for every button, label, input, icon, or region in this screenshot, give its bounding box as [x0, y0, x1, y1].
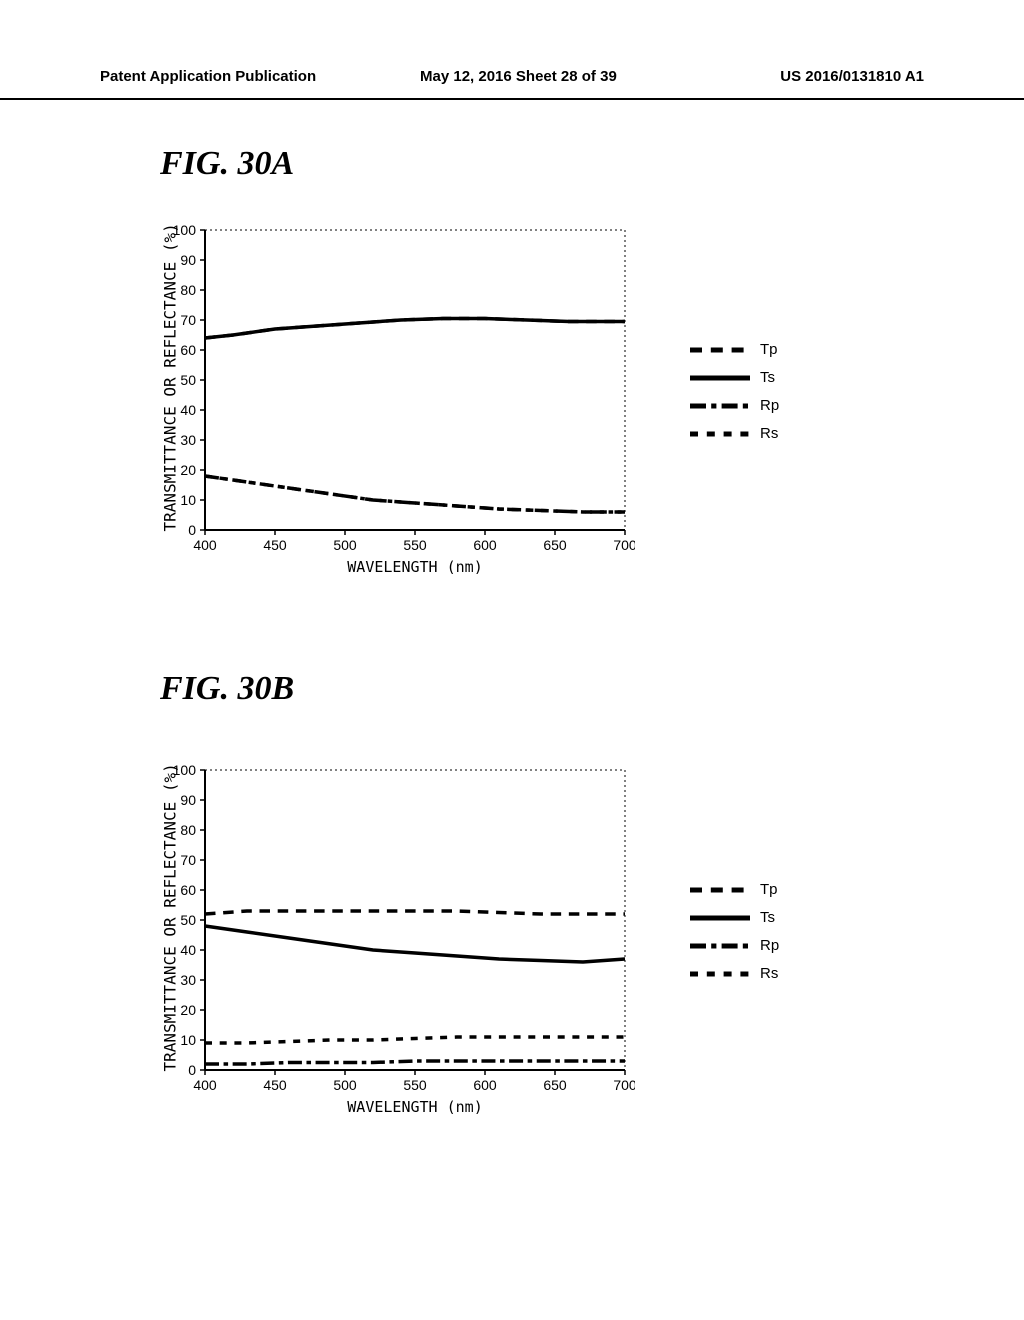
y-tick-label: 50 [180, 372, 196, 388]
x-tick-label: 600 [473, 1077, 497, 1093]
y-tick-label: 50 [180, 912, 196, 928]
legend-swatch-Tp [690, 885, 750, 893]
legend-swatch-Rp [690, 941, 750, 949]
legend-swatch-Tp [690, 345, 750, 353]
x-tick-label: 400 [193, 537, 217, 553]
y-tick-label: 80 [180, 282, 196, 298]
legend-swatch-Rs [690, 429, 750, 437]
x-tick-label: 400 [193, 1077, 217, 1093]
y-tick-label: 30 [180, 432, 196, 448]
header-publication-number: US 2016/0131810 A1 [780, 68, 924, 85]
header-publication-type: Patent Application Publication [100, 68, 316, 85]
x-axis-label: WAVELENGTH (nm) [347, 558, 482, 576]
legend-item-Rs: Rs [690, 964, 779, 982]
y-tick-label: 0 [188, 1062, 196, 1078]
legend-label-Tp: Tp [760, 881, 778, 898]
x-tick-label: 650 [543, 537, 567, 553]
x-tick-label: 550 [403, 537, 427, 553]
page-header: Patent Application Publication May 12, 2… [0, 68, 1024, 100]
figure-label-30a: FIG. 30A [160, 145, 294, 183]
y-tick-label: 70 [180, 852, 196, 868]
y-axis-label: TRANSMITTANCE OR REFLECTANCE (%) [161, 772, 180, 1072]
y-tick-label: 30 [180, 972, 196, 988]
chart-svg: 0102030405060708090100400450500550600650… [150, 220, 635, 585]
x-tick-label: 600 [473, 537, 497, 553]
x-tick-label: 450 [263, 1077, 287, 1093]
y-tick-label: 10 [180, 1032, 196, 1048]
legend-label-Rp: Rp [760, 397, 779, 414]
y-axis-label: TRANSMITTANCE OR REFLECTANCE (%) [161, 232, 180, 532]
legend-30b: Tp Ts Rp Rs [690, 880, 779, 992]
legend-item-Tp: Tp [690, 340, 779, 358]
y-tick-label: 40 [180, 402, 196, 418]
legend-item-Ts: Ts [690, 908, 779, 926]
chart-30b: 0102030405060708090100400450500550600650… [150, 760, 635, 1125]
legend-label-Rp: Rp [760, 937, 779, 954]
y-tick-label: 10 [180, 492, 196, 508]
legend-item-Tp: Tp [690, 880, 779, 898]
legend-swatch-Rp [690, 401, 750, 409]
legend-30a: Tp Ts Rp Rs [690, 340, 779, 452]
y-tick-label: 90 [180, 792, 196, 808]
x-axis-label: WAVELENGTH (nm) [347, 1098, 482, 1116]
y-tick-label: 20 [180, 1002, 196, 1018]
x-tick-label: 700 [613, 1077, 635, 1093]
y-tick-label: 60 [180, 342, 196, 358]
legend-item-Rp: Rp [690, 396, 779, 414]
header-date-sheet: May 12, 2016 Sheet 28 of 39 [420, 68, 617, 85]
legend-item-Rp: Rp [690, 936, 779, 954]
legend-swatch-Ts [690, 373, 750, 381]
x-tick-label: 450 [263, 537, 287, 553]
legend-swatch-Ts [690, 913, 750, 921]
y-tick-label: 0 [188, 522, 196, 538]
x-tick-label: 650 [543, 1077, 567, 1093]
legend-label-Ts: Ts [760, 369, 775, 386]
x-tick-label: 700 [613, 537, 635, 553]
figure-label-30b: FIG. 30B [160, 670, 294, 708]
legend-item-Ts: Ts [690, 368, 779, 386]
x-tick-label: 550 [403, 1077, 427, 1093]
chart-svg: 0102030405060708090100400450500550600650… [150, 760, 635, 1125]
chart-30a: 0102030405060708090100400450500550600650… [150, 220, 635, 585]
y-tick-label: 40 [180, 942, 196, 958]
legend-item-Rs: Rs [690, 424, 779, 442]
plot-bg [205, 770, 625, 1070]
y-tick-label: 20 [180, 462, 196, 478]
legend-swatch-Rs [690, 969, 750, 977]
y-tick-label: 80 [180, 822, 196, 838]
legend-label-Tp: Tp [760, 341, 778, 358]
y-tick-label: 70 [180, 312, 196, 328]
legend-label-Ts: Ts [760, 909, 775, 926]
x-tick-label: 500 [333, 1077, 357, 1093]
legend-label-Rs: Rs [760, 965, 778, 982]
x-tick-label: 500 [333, 537, 357, 553]
y-tick-label: 60 [180, 882, 196, 898]
legend-label-Rs: Rs [760, 425, 778, 442]
y-tick-label: 90 [180, 252, 196, 268]
